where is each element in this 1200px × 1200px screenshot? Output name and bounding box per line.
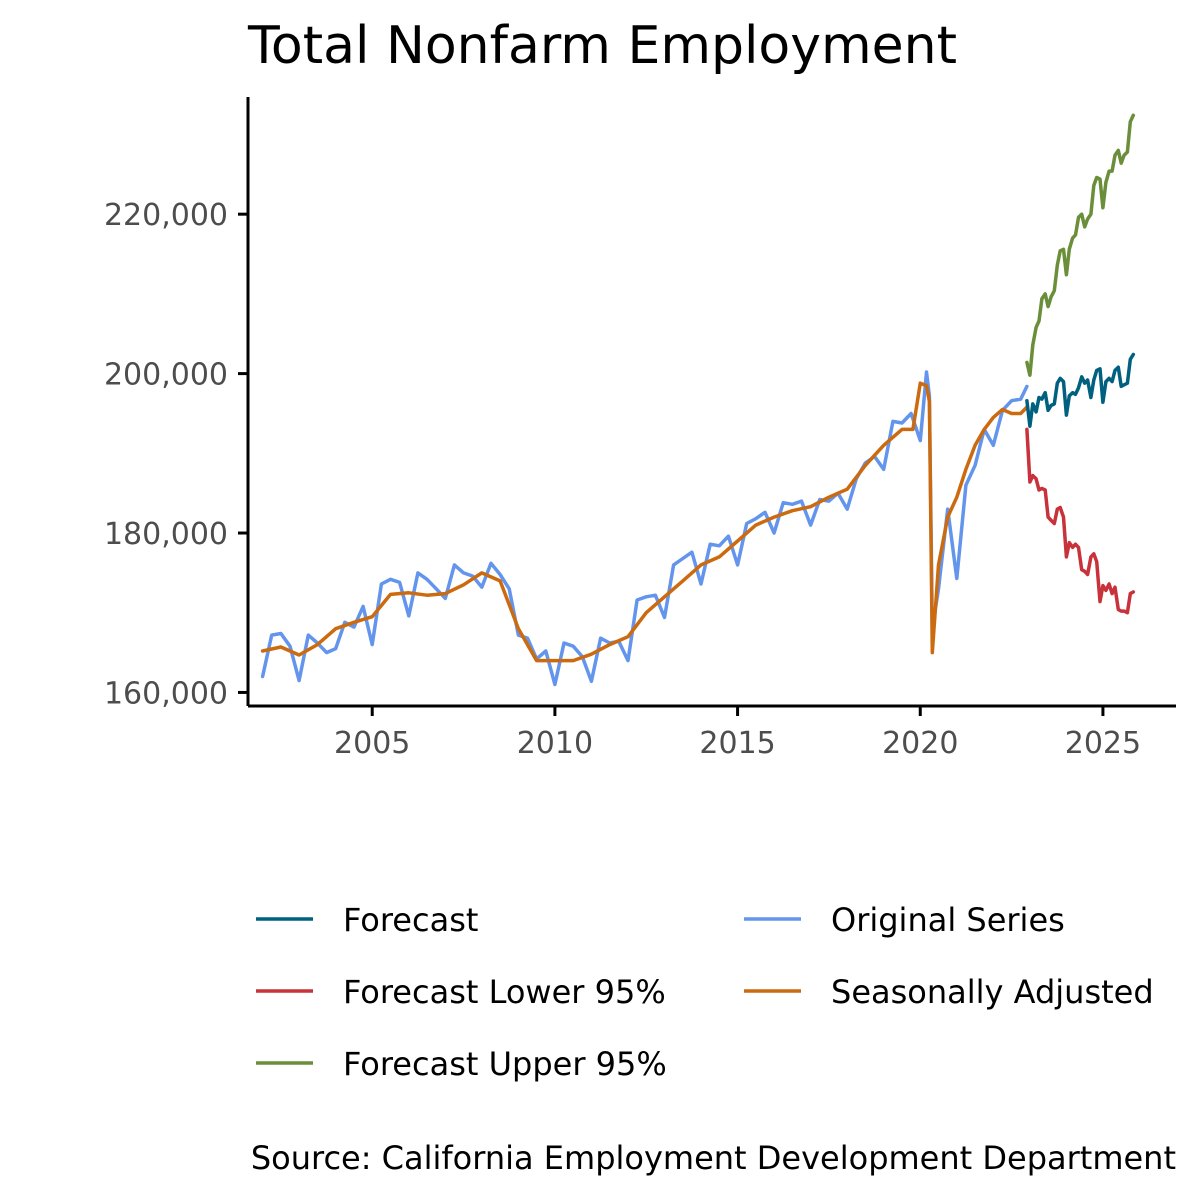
legend-item-forecast: Forecast	[256, 901, 478, 939]
chart-title: Total Nonfarm Employment	[247, 16, 957, 76]
chart-caption: Source: California Employment Developmen…	[251, 1139, 1176, 1177]
x-tick-label: 2025	[1065, 726, 1141, 761]
y-axis-ticks: 160,000 180,000 200,000 220,000	[104, 198, 248, 711]
x-tick-label: 2005	[334, 726, 410, 761]
series-line-forecast	[1025, 352, 1136, 428]
legend-label: Forecast Upper 95%	[343, 1045, 667, 1083]
series-line-seasonally-adjusted	[260, 381, 1029, 663]
legend-label: Forecast Lower 95%	[343, 973, 666, 1011]
legend-item-forecast-upper-95: Forecast Upper 95%	[256, 1045, 667, 1083]
x-tick-label: 2020	[882, 726, 958, 761]
legend-item-original-series: Original Series	[744, 901, 1065, 939]
y-tick-label: 220,000	[104, 198, 228, 233]
x-tick-label: 2010	[517, 726, 593, 761]
legend-item-forecast-lower-95: Forecast Lower 95%	[256, 973, 666, 1011]
x-axis-ticks: 2005 2010 2015 2020 2025	[334, 706, 1141, 761]
plot-area	[260, 113, 1136, 687]
series-line-original-series	[260, 370, 1029, 687]
x-tick-label: 2015	[699, 726, 775, 761]
legend-label: Original Series	[831, 901, 1065, 939]
y-tick-label: 200,000	[104, 358, 228, 393]
y-tick-label: 160,000	[104, 676, 228, 711]
legend-label: Forecast	[343, 901, 478, 939]
legend: Forecast Original Series Forecast Lower 95…	[256, 901, 1154, 1083]
series-line-forecast-upper-95	[1025, 113, 1136, 377]
series-line-forecast-lower-95	[1025, 427, 1136, 615]
legend-label: Seasonally Adjusted	[831, 973, 1154, 1011]
y-tick-label: 180,000	[104, 517, 228, 552]
legend-item-seasonally-adjusted: Seasonally Adjusted	[744, 973, 1154, 1011]
